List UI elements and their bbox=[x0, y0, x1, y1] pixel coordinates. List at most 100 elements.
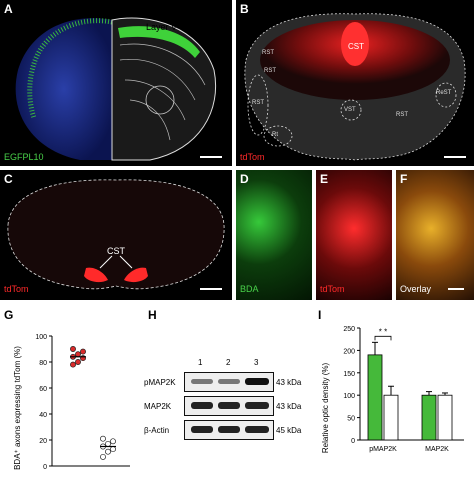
arrow-left bbox=[99, 255, 113, 269]
cst-region bbox=[341, 22, 369, 66]
blot-band-row bbox=[184, 372, 274, 392]
data-point bbox=[105, 440, 111, 447]
data-point bbox=[105, 448, 111, 455]
scale-bar bbox=[200, 288, 222, 290]
rst-outline-left bbox=[247, 74, 269, 136]
data-point bbox=[80, 348, 86, 355]
data-point bbox=[70, 346, 76, 352]
y-tick-label: 150 bbox=[343, 371, 355, 378]
band bbox=[245, 426, 269, 433]
tdtom-caption: tdTom bbox=[240, 152, 265, 162]
blot-band-row bbox=[184, 396, 274, 416]
layer-v-region bbox=[118, 26, 200, 58]
region-label: ReST bbox=[436, 90, 452, 96]
panel-label: G bbox=[4, 308, 14, 322]
rt-outline bbox=[263, 125, 293, 147]
panel-d-image: D BDA bbox=[236, 170, 312, 300]
y-tick-label: 250 bbox=[343, 326, 355, 333]
data-point bbox=[75, 351, 81, 358]
y-tick-label: 100 bbox=[35, 334, 47, 341]
region-label: Rt bbox=[272, 132, 278, 138]
panel-c-image: C CST tdTom bbox=[0, 170, 232, 300]
bda-caption: BDA bbox=[240, 284, 259, 294]
region-label: VST bbox=[344, 107, 356, 113]
significance-marker: * * bbox=[379, 327, 387, 336]
data-point bbox=[100, 435, 106, 442]
blot-row-label: β-Actin bbox=[144, 426, 170, 435]
panel-b-image: B CST RST RST ReST RST Rt VST RST tdTom bbox=[236, 0, 474, 166]
panel-f-image: F Overlay bbox=[396, 170, 474, 300]
bar bbox=[437, 394, 453, 441]
panel-a-svg bbox=[15, 17, 217, 161]
egfpl10-caption: EGFPL10 bbox=[4, 152, 44, 162]
lane-label: 2 bbox=[226, 358, 231, 367]
arrow-right bbox=[119, 255, 133, 269]
kda-label: 45 kDa bbox=[276, 426, 302, 435]
brainstem-outline bbox=[7, 179, 225, 290]
atlas-lines bbox=[119, 43, 206, 141]
cortex-layer-fluorescence bbox=[27, 18, 113, 119]
cst-left bbox=[84, 267, 108, 283]
significance-bracket bbox=[374, 335, 392, 341]
panel-label: D bbox=[240, 172, 249, 186]
y-tick-label: 40 bbox=[39, 412, 47, 419]
atlas-ventricle bbox=[145, 85, 175, 115]
kda-label: 43 kDa bbox=[276, 402, 302, 411]
data-point bbox=[110, 446, 116, 453]
panel-b-svg bbox=[244, 13, 466, 161]
band bbox=[191, 426, 213, 433]
category-label: MAP2K bbox=[425, 446, 449, 453]
lane-label: 3 bbox=[254, 358, 259, 367]
data-point bbox=[70, 361, 76, 368]
band bbox=[218, 379, 240, 384]
cst-label: CST bbox=[107, 246, 125, 256]
lane-label: 1 bbox=[198, 358, 203, 367]
band bbox=[245, 402, 269, 409]
tdtom-caption: tdTom bbox=[4, 284, 29, 294]
bar bbox=[421, 394, 437, 441]
atlas-overlay bbox=[111, 17, 217, 161]
y-tick-label: 100 bbox=[343, 393, 355, 400]
scale-bar bbox=[444, 156, 466, 158]
bar bbox=[367, 354, 383, 441]
band bbox=[245, 378, 269, 385]
panel-label: F bbox=[400, 172, 408, 186]
blot-row-label: pMAP2K bbox=[144, 378, 176, 387]
kda-label: 43 kDa bbox=[276, 378, 302, 387]
panel-i-chart: Relative optic density (%) 0 50 100 150 200 2… bbox=[321, 326, 464, 454]
bar bbox=[383, 394, 399, 441]
cst-label: CST bbox=[348, 42, 364, 51]
scale-bar bbox=[200, 156, 222, 158]
y-tick-label: 80 bbox=[39, 360, 47, 367]
blot-band-row bbox=[184, 420, 274, 440]
y-tick-label: 0 bbox=[43, 464, 47, 471]
region-label: RST bbox=[262, 50, 274, 56]
region-label: RST bbox=[264, 68, 276, 74]
panel-e-image: E tdTom bbox=[316, 170, 392, 300]
brain-section-left bbox=[15, 18, 113, 161]
panel-a-image: A Layer V EGFPL10 bbox=[0, 0, 232, 166]
band bbox=[218, 402, 240, 409]
y-tick-label: 200 bbox=[343, 348, 355, 355]
y-tick-label: 60 bbox=[39, 386, 47, 393]
y-tick-label: 20 bbox=[39, 438, 47, 445]
region-label: RST bbox=[252, 100, 264, 106]
panel-label: C bbox=[4, 172, 13, 186]
tdtom-caption: tdTom bbox=[320, 284, 345, 294]
data-point bbox=[100, 453, 106, 460]
panel-label: B bbox=[240, 2, 249, 16]
rst-outline-right bbox=[435, 82, 457, 108]
band bbox=[218, 426, 240, 433]
band bbox=[191, 379, 213, 384]
panel-g-chart: BDA⁺ axons expressing tdTom (%) 0 20 40 60 8… bbox=[13, 334, 130, 471]
layer-v-label: Layer V bbox=[146, 22, 178, 32]
blot-row-label: MAP2K bbox=[144, 402, 172, 411]
y-tick-label: 50 bbox=[347, 416, 355, 423]
panel-c-svg bbox=[7, 179, 225, 290]
category-label: pMAP2K bbox=[369, 446, 397, 453]
panel-label: I bbox=[318, 308, 322, 322]
y-axis-label: BDA⁺ axons expressing tdTom (%) bbox=[13, 346, 22, 470]
y-axis-label: Relative optic density (%) bbox=[321, 363, 330, 454]
panel-label: E bbox=[320, 172, 329, 186]
panel-label: A bbox=[4, 2, 13, 16]
